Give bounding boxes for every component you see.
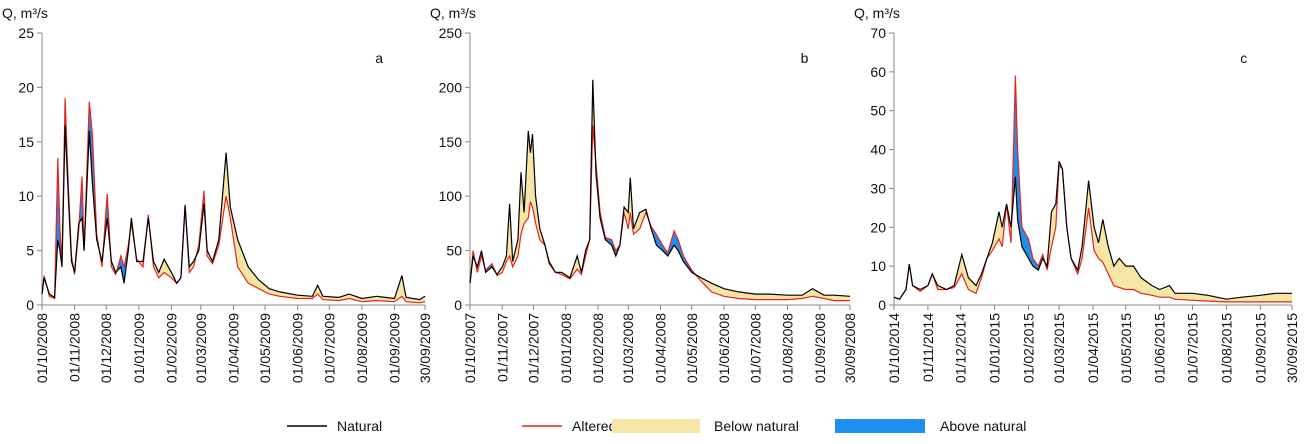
x-tick-label: 01/07/2015	[1185, 313, 1201, 383]
y-tick-label: 100	[439, 188, 463, 204]
x-tick-label: 01/02/2015	[1020, 313, 1036, 383]
panel: 0 10 20 30 40 50 60 70 01/10/2014 01/11/2014 01/12…	[854, 5, 1300, 383]
below-natural-area	[1103, 220, 1108, 274]
x-tick-label: 01/09/2015	[1252, 313, 1268, 383]
y-tick-label: 200	[439, 79, 463, 95]
x-tick-label: 01/06/2015	[1152, 313, 1168, 383]
y-tick-label: 40	[870, 142, 886, 158]
y-tick-label: 0	[454, 297, 462, 313]
legend-label: Above natural	[940, 418, 1026, 434]
x-tick-label: 01/12/2014	[953, 313, 969, 383]
panel: 0 50 100 150 200 250 01/10/2007 01/11/2007 01/12…	[430, 5, 858, 383]
fill-areas	[470, 80, 850, 301]
legend-label: Natural	[337, 418, 382, 434]
below-natural-area	[1141, 278, 1152, 295]
x-tick-label: 01/07/2009	[321, 313, 337, 383]
x-tick-label: 01/05/2015	[1118, 313, 1134, 383]
panel-label: c	[1240, 50, 1247, 66]
y-tick-label: 150	[439, 134, 463, 150]
y-tick-label: 50	[870, 103, 886, 119]
x-tick-label: 30/09/2015	[1284, 313, 1300, 383]
x-tick-label: 01/06/2009	[290, 313, 306, 383]
series-line	[894, 76, 1292, 302]
x-tick-label: 01/09/2009	[386, 313, 402, 383]
legend-swatch	[612, 419, 700, 433]
y-tick-label: 10	[870, 258, 886, 274]
legend: Natural Altered Below natural Above natu…	[287, 418, 1026, 434]
x-tick-label: 01/03/2015	[1051, 313, 1067, 383]
x-tick-label: 01/02/2008	[590, 313, 606, 383]
y-tick-label: 50	[446, 243, 462, 259]
x-tick-label: 01/08/2008	[780, 313, 796, 383]
x-tick-label: 30/09/2008	[842, 313, 858, 383]
below-natural-area	[1133, 266, 1141, 293]
x-tick-label: 01/05/2009	[257, 313, 273, 383]
y-tick-label: 0	[26, 297, 34, 313]
x-tick-label: 01/10/2007	[462, 313, 478, 383]
y-tick-label: 20	[870, 219, 886, 235]
x-tick-label: 01/01/2015	[987, 313, 1003, 383]
y-tick-label: 15	[18, 134, 34, 150]
legend-label: Altered	[572, 418, 616, 434]
y-tick-label: 0	[878, 297, 886, 313]
x-tick-label: 01/03/2009	[193, 313, 209, 383]
legend-swatch	[835, 419, 925, 433]
x-tick-label: 01/10/2008	[34, 313, 50, 383]
x-tick-label: 01/01/2008	[558, 313, 574, 383]
y-tick-label: 250	[439, 25, 463, 41]
x-tick-label: 01/09/2008	[812, 313, 828, 383]
y-tick-label: 30	[870, 180, 886, 196]
y-axis-label: Q, m³/s	[2, 5, 48, 21]
y-tick-label: 5	[26, 243, 34, 259]
y-axis-label: Q, m³/s	[430, 5, 476, 21]
x-tick-label: 01/04/2015	[1085, 313, 1101, 383]
below-natural-area	[1276, 293, 1292, 302]
x-tick-label: 30/09/2009	[417, 313, 433, 383]
x-tick-label: 01/07/2008	[747, 313, 763, 383]
y-tick-label: 70	[870, 25, 886, 41]
x-tick-label: 01/10/2014	[886, 313, 902, 383]
x-tick-label: 01/11/2014	[920, 313, 936, 382]
x-tick-label: 01/08/2015	[1218, 313, 1234, 383]
x-tick-label: 01/04/2008	[653, 313, 669, 383]
x-tick-label: 01/12/2008	[98, 313, 114, 383]
legend-label: Below natural	[714, 418, 799, 434]
x-tick-label: 01/02/2009	[163, 313, 179, 383]
x-tick-label: 01/11/2008	[67, 313, 83, 382]
x-tick-label: 01/08/2009	[354, 313, 370, 383]
panel-label: b	[801, 50, 809, 66]
below-natural-area	[755, 294, 770, 299]
series-line	[42, 98, 425, 302]
fill-areas	[42, 98, 425, 303]
x-tick-label: 01/04/2009	[226, 313, 242, 383]
x-tick-label: 01/06/2008	[716, 313, 732, 383]
x-tick-label: 01/12/2007	[526, 313, 542, 383]
x-tick-label: 01/11/2007	[494, 313, 510, 382]
below-natural-area	[1126, 266, 1134, 289]
series-line	[42, 126, 425, 300]
x-tick-label: 01/05/2008	[684, 313, 700, 383]
fill-areas	[913, 76, 1292, 302]
y-axis-label: Q, m³/s	[854, 5, 900, 21]
y-tick-label: 25	[18, 25, 34, 41]
x-tick-label: 01/01/2009	[131, 313, 147, 383]
y-tick-label: 60	[870, 64, 886, 80]
y-tick-label: 20	[18, 79, 34, 95]
panel-label: a	[375, 50, 383, 66]
panel: 0 5 10 15 20 25 01/10/2008 01/11/2008 01/12/2008…	[2, 5, 433, 383]
x-tick-label: 01/03/2008	[620, 313, 636, 383]
y-tick-label: 10	[18, 188, 34, 204]
